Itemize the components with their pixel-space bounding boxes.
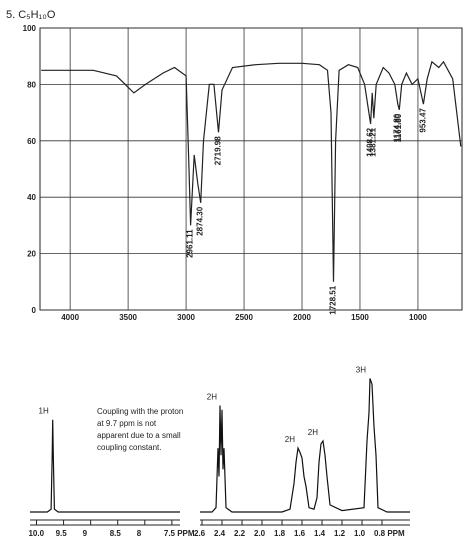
peak-label: 2874.30 [196, 206, 205, 235]
x-tick-label: 9.5 [56, 529, 68, 538]
x-tick-label: 3500 [119, 313, 137, 322]
x-tick-label: 1.0 [354, 529, 366, 538]
x-tick-label: 2.0 [254, 529, 266, 538]
note-line: Coupling with the proton [97, 407, 183, 416]
note-line: coupling constant. [97, 443, 162, 452]
x-tick-label: 4000 [61, 313, 79, 322]
integration-label: 2H [285, 435, 295, 444]
x-tick-label: 1.2 [334, 529, 346, 538]
spectrum-line [200, 378, 410, 513]
note-line: apparent due to a small [97, 431, 181, 440]
x-tick-label: 0.8 PPM [374, 529, 405, 538]
y-tick-label: 0 [32, 306, 37, 315]
peak-label: 1728.51 [328, 285, 337, 314]
y-tick-label: 40 [27, 193, 36, 202]
x-tick-label: 10.0 [28, 529, 44, 538]
integration-label: 2H [207, 393, 217, 402]
x-tick-label: 7.5 PPM [164, 529, 195, 538]
peak-label: 2719.98 [214, 136, 223, 165]
integration-label: 2H [308, 428, 318, 437]
integration-label: 3H [356, 366, 366, 375]
peak-label: 953.47 [418, 108, 427, 133]
x-tick-label: 1500 [351, 313, 369, 322]
x-tick-label: 1.8 [274, 529, 286, 538]
x-tick-label: 1000 [409, 313, 427, 322]
y-tick-label: 20 [27, 250, 36, 259]
peak-label: 2961.11 [186, 229, 195, 258]
spectrum-line [30, 419, 180, 513]
y-tick-label: 60 [27, 137, 36, 146]
note-line: at 9.7 ppm is not [97, 419, 157, 428]
x-tick-label: 2000 [293, 313, 311, 322]
spectrum-line [41, 60, 462, 282]
x-tick-label: 2.2 [234, 529, 246, 538]
x-tick-label: 9 [83, 529, 88, 538]
x-tick-label: 3000 [177, 313, 195, 322]
x-tick-label: 8 [137, 529, 142, 538]
plot-frame [39, 27, 463, 311]
x-tick-label: 2.6 [194, 529, 206, 538]
x-tick-label: 8.5 [110, 529, 122, 538]
x-tick-label: 1.6 [294, 529, 306, 538]
peak-label: 1408.62 [366, 127, 375, 156]
y-tick-label: 100 [23, 24, 37, 33]
peak-label: 1381.21 [369, 127, 378, 156]
integration-label: 1H [39, 407, 49, 416]
peak-label: 1174.80 [393, 113, 402, 142]
x-tick-label: 2.4 [214, 529, 226, 538]
peak-label: 1161.80 [394, 113, 403, 142]
x-tick-label: 2500 [235, 313, 253, 322]
x-tick-label: 1.4 [314, 529, 326, 538]
y-tick-label: 80 [27, 80, 36, 89]
title: 5. C₅H₁₀O [6, 9, 56, 21]
